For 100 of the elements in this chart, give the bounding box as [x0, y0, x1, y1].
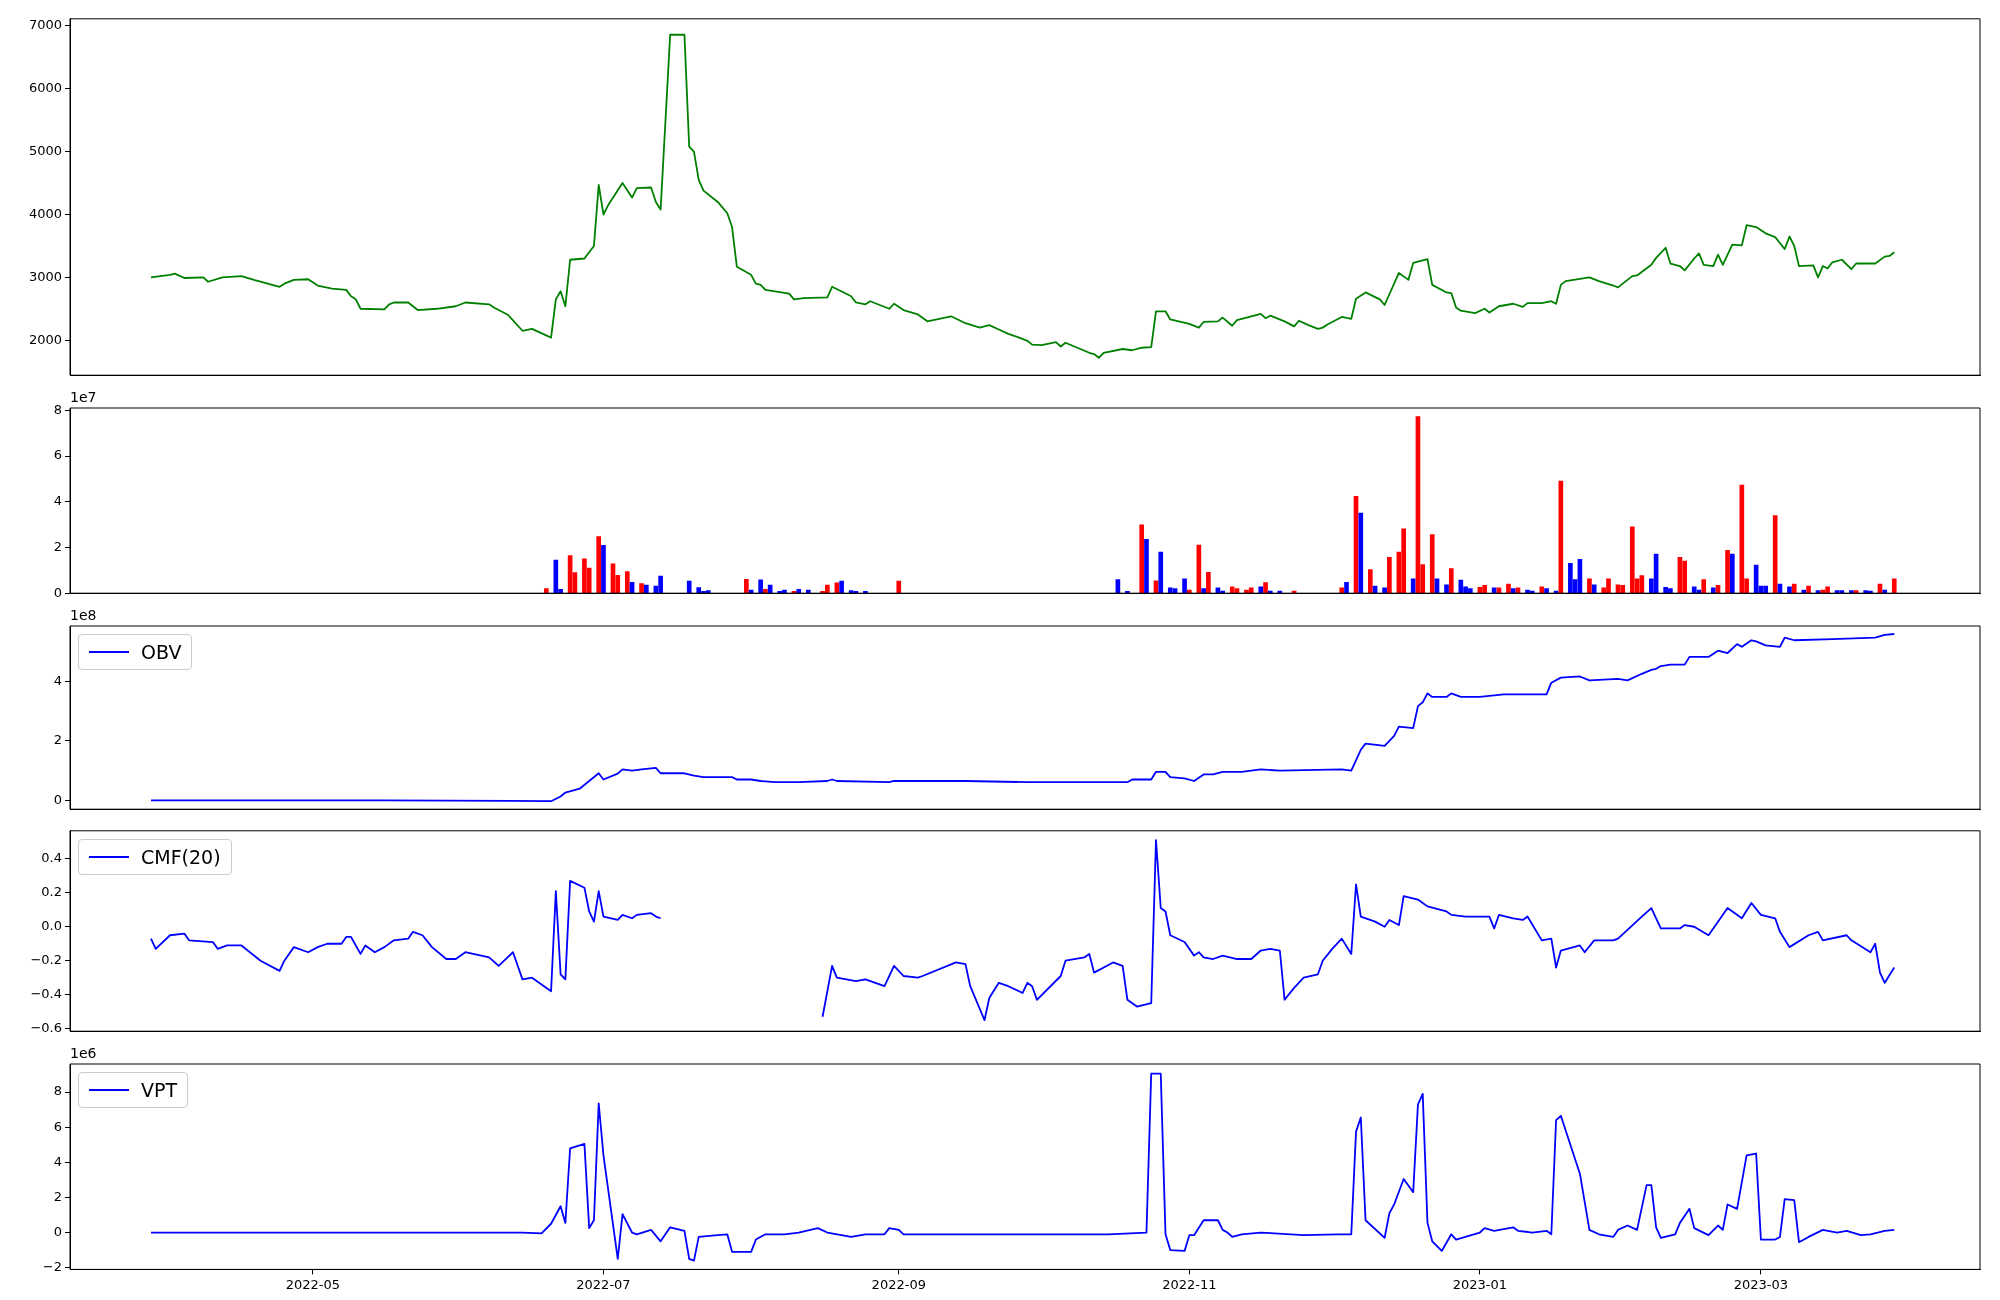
bar [1267, 590, 1273, 594]
bar [1429, 534, 1435, 594]
bar [1568, 562, 1573, 594]
bar [1863, 590, 1869, 594]
bar [1815, 590, 1821, 594]
bar [1410, 578, 1416, 594]
y-tick-label: 0.4 [41, 850, 62, 866]
bar [1187, 589, 1192, 594]
y-tick-label: 2000 [28, 331, 62, 347]
bar [1401, 528, 1406, 594]
y-tick-label: 0 [53, 1223, 62, 1239]
bar [624, 571, 630, 594]
y-tick-label: 4 [53, 1153, 62, 1169]
legend-label: OBV [141, 641, 182, 663]
bar [1639, 575, 1645, 594]
text: 1e7 [70, 388, 97, 405]
x-tick-label: 2022-05 [285, 1276, 341, 1292]
y-tick-label: 4000 [28, 205, 62, 221]
bar [1729, 553, 1735, 594]
legend-label: CMF(20) [141, 845, 221, 868]
y-tick-label: 0 [53, 791, 62, 807]
bar [1182, 578, 1187, 594]
bar [1158, 551, 1164, 594]
bar [1620, 585, 1626, 594]
bar [1772, 515, 1778, 594]
bar [758, 579, 763, 594]
bar [767, 584, 773, 594]
y-tick-label: 0 [53, 584, 62, 600]
bar [896, 580, 902, 594]
bar [1139, 524, 1145, 594]
bar [1853, 590, 1859, 594]
y-tick-label: 0.2 [41, 884, 62, 900]
bar [1701, 579, 1707, 594]
bar [1691, 586, 1697, 594]
y-tick-label: 2 [53, 732, 62, 748]
y-tick-label: 6000 [28, 80, 62, 96]
bar [1367, 569, 1373, 594]
bar [1801, 589, 1807, 594]
y-tick-label: 2 [53, 1188, 62, 1204]
bar [1201, 588, 1206, 594]
bar [1248, 587, 1254, 594]
bar [744, 578, 749, 594]
bar [1710, 587, 1716, 594]
text: 1e8 [70, 606, 97, 623]
bar [601, 545, 606, 594]
bar [1891, 578, 1897, 594]
bar [1229, 586, 1235, 594]
bar [1787, 586, 1792, 594]
x-tick-label: 2022-11 [1162, 1276, 1217, 1292]
bar [1763, 585, 1768, 594]
y-tick-label: 3000 [28, 268, 62, 284]
bar [796, 588, 802, 594]
y-tick-label: 2 [53, 538, 62, 554]
bar [1277, 590, 1283, 594]
bar [1220, 590, 1225, 594]
bar [705, 590, 711, 594]
bar [596, 536, 602, 594]
bar [658, 575, 663, 594]
x-tick-label: 2022-09 [871, 1276, 926, 1292]
y-tick-label: 0.0 [41, 918, 62, 934]
x-tick-label: 2023-01 [1452, 1276, 1508, 1292]
bar [1258, 586, 1264, 594]
bar [686, 580, 692, 594]
bar [1382, 587, 1387, 594]
bar [696, 587, 702, 594]
x-tick-label: 2022-07 [576, 1276, 631, 1292]
bar [1725, 549, 1730, 594]
bar [1615, 584, 1621, 594]
bar [1882, 589, 1888, 594]
bar [1820, 589, 1826, 594]
y-tick-label: −2 [42, 1259, 62, 1275]
y-tick-label: 4 [53, 493, 62, 509]
bar [1839, 590, 1845, 594]
y-tick-label: 6 [53, 447, 62, 463]
bar [1529, 590, 1535, 594]
bar [839, 580, 844, 594]
x-tick-label: 2023-03 [1733, 1276, 1789, 1292]
bar [543, 588, 549, 594]
bar [1591, 584, 1597, 594]
bar [1849, 590, 1854, 594]
bar [644, 584, 649, 594]
bar [1206, 572, 1211, 594]
bar [1387, 556, 1392, 594]
y-tick-label: 8 [53, 1083, 62, 1099]
bar [639, 583, 644, 594]
bar [1458, 579, 1464, 594]
text: 1e6 [70, 1044, 97, 1061]
bar [1510, 588, 1516, 594]
bar [1629, 526, 1635, 594]
bar [1587, 578, 1592, 594]
bar [1234, 588, 1240, 594]
y-tick-label: 5000 [28, 143, 62, 159]
bar [805, 589, 811, 594]
bar [1806, 585, 1811, 594]
bar [1682, 560, 1688, 594]
bar [763, 588, 768, 594]
bar [1144, 538, 1149, 594]
bar [1448, 568, 1454, 594]
bar [1791, 583, 1797, 594]
bar [1167, 587, 1173, 594]
